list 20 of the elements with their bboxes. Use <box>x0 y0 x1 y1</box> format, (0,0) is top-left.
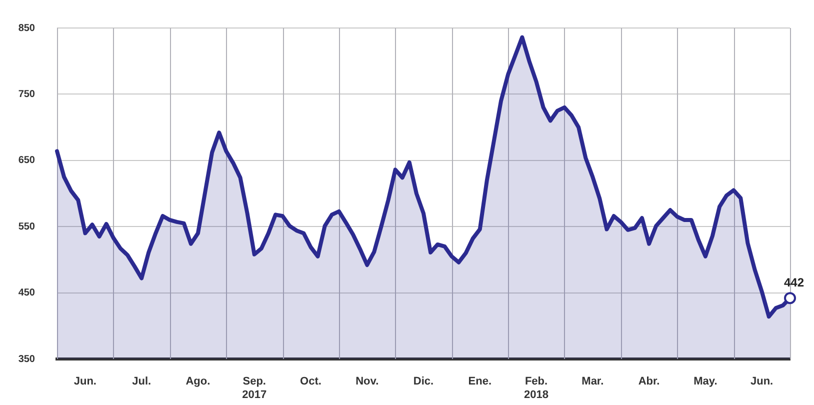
y-tick-label: 350 <box>18 354 36 365</box>
y-tick-label: 850 <box>18 22 36 34</box>
x-tick-label: Mar. <box>582 376 604 388</box>
x-tick-label: Ene. <box>468 376 492 388</box>
x-tick-label: Dic. <box>413 376 434 388</box>
x-tick-label: Jul. <box>132 376 152 388</box>
x-tick-label: Feb. 2018 <box>524 376 549 401</box>
x-tick-label: Nov. <box>356 376 379 388</box>
y-tick-label: 450 <box>18 288 36 299</box>
x-tick-label: May. <box>694 376 718 388</box>
y-tick-label: 550 <box>18 221 36 232</box>
y-tick-label: 650 <box>18 155 36 166</box>
data-label: 442 <box>784 275 804 290</box>
y-tick-label: 750 <box>18 88 36 100</box>
x-tick-label: Jun. <box>74 376 97 388</box>
x-tick-label: Oct. <box>300 376 322 388</box>
x-tick-label: Sep. 2017 <box>242 376 267 401</box>
x-tick-label: Jun. <box>750 376 774 388</box>
x-tick-label: Abr. <box>638 376 660 388</box>
x-tick-label: Ago. <box>186 376 210 388</box>
